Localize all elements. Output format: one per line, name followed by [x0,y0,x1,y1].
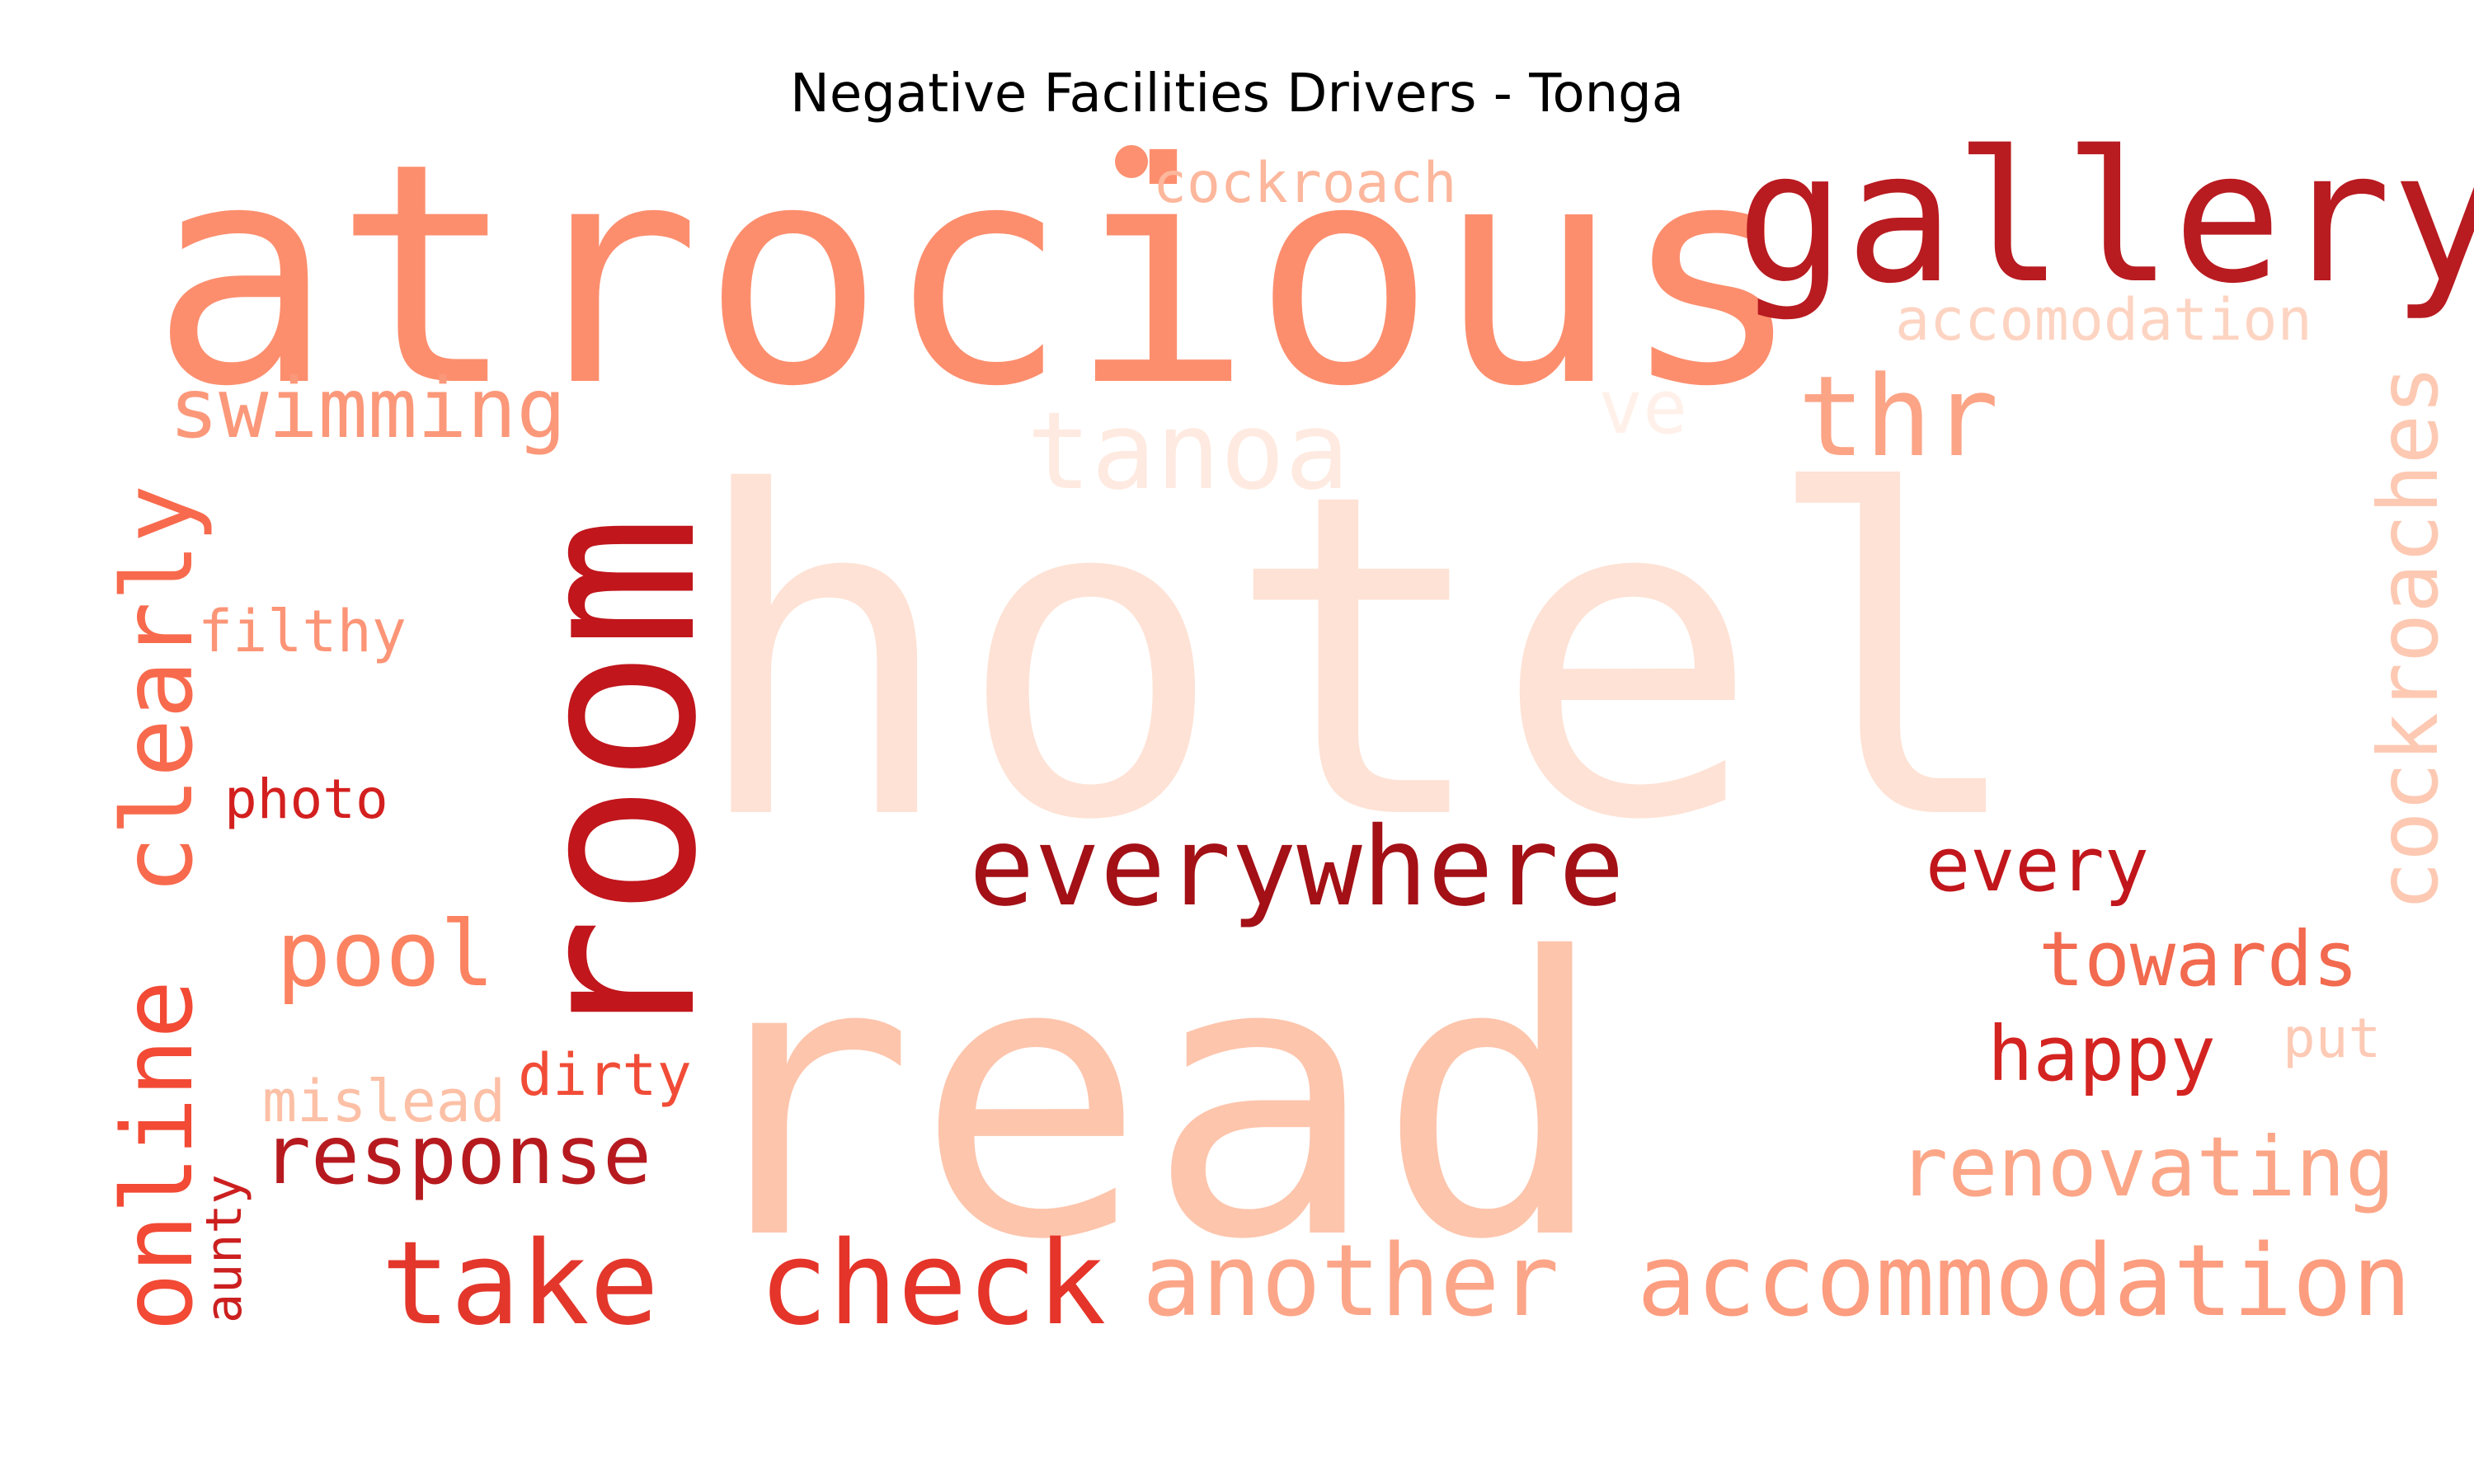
word-accommodation: accommodation [1637,1224,2411,1339]
word-read: read [684,876,1608,1323]
word-put: put [2283,1007,2381,1070]
word-hotel: hotel [689,400,2030,918]
word-take: take [381,1217,659,1351]
word-cockroach: cockroach [1153,151,1456,216]
word-tanoa: tanoa [1027,388,1349,514]
word-room: room [486,515,745,1051]
word-atrocious: atrocious [150,99,1804,453]
word-accomodation: accomodation [1895,286,2312,354]
word-renovating: renovating [1898,1119,2395,1215]
dot-mark [1115,145,1148,178]
word-everywhere: everywhere [969,804,1625,931]
word-aunty: aunty [195,1174,253,1323]
word-online: online [101,980,214,1331]
word-filthy: filthy [198,598,407,665]
word-mislead: mislead [262,1068,506,1135]
word-response: response [262,1109,651,1203]
word-towards: towards [2039,915,2359,1003]
word-another: another [1142,1224,1559,1339]
word-happy: happy [1987,1010,2216,1098]
word-every: every [1926,822,2149,909]
word-dirty: dirty [518,1041,692,1109]
word-swimming: swimming [169,360,567,457]
word-ve: ve [1598,364,1687,451]
word-check: check [759,1217,1106,1351]
word-cockroaches: cockroaches [2360,365,2457,911]
word-gallery: gallery [1736,112,2474,323]
word-clearly: clearly [101,485,214,895]
chart-title: Negative Facilities Drivers - Tonga [789,63,1685,124]
word-thr: thr [1798,352,1999,481]
word-pool: pool [276,901,495,1007]
word-photo: photo [224,768,388,831]
